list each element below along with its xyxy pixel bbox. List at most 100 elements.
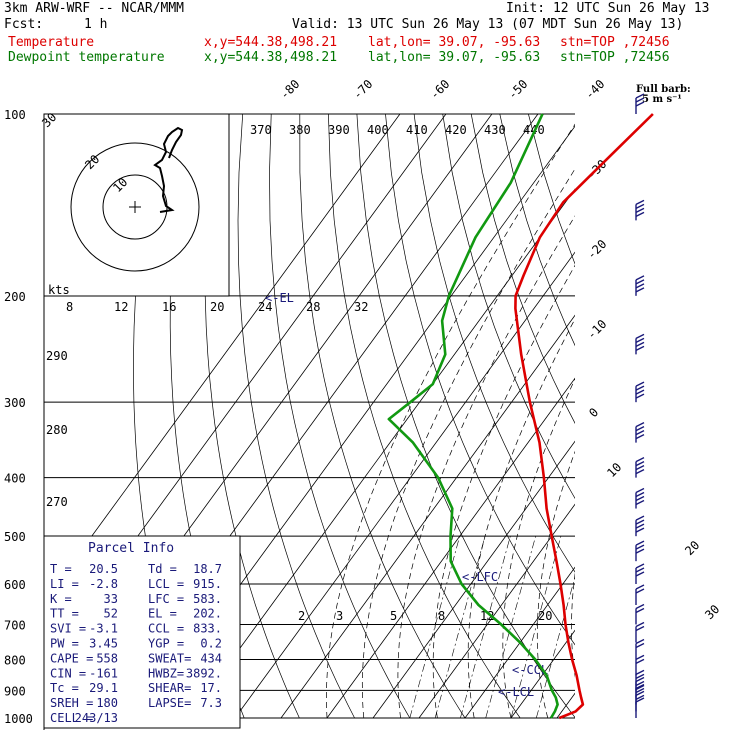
isotherm — [649, 114, 740, 718]
parcel-row-cell: Tc = — [50, 681, 79, 695]
parcel-row-cell: LAPSE= — [148, 696, 191, 710]
parcel-row-cell: LCL = — [148, 577, 184, 591]
upper-mixing-label: 20 — [210, 300, 224, 314]
temp-legend-xy: x,y=544.38,498.21 — [204, 35, 338, 50]
parcel-row-cell: 7.3 — [200, 696, 222, 710]
parcel-row-cell: 3892. — [186, 666, 222, 680]
dry-adiabat — [356, 114, 575, 719]
hodo-ring-20 — [70, 142, 200, 272]
parcel-row-cell: 180 — [96, 696, 118, 710]
pressure-tick-label: 200 — [4, 290, 26, 304]
parcel-row-cell: K = — [50, 592, 72, 606]
moist-adiabat — [639, 114, 740, 718]
parcel-row-cell: 833. — [193, 622, 222, 636]
wind-barb — [635, 457, 645, 478]
isotherm-label: 30 — [702, 602, 722, 622]
theta-e-label: 280 — [46, 423, 68, 437]
hodograph-trace — [153, 126, 184, 213]
parcel-row-cell: SREH = — [50, 696, 93, 710]
isotherm-label: -70 — [350, 77, 375, 102]
moist-adiabat — [432, 264, 575, 719]
dry-adiabat — [413, 114, 575, 573]
parcel-row-cell: 202. — [193, 607, 222, 621]
wind-barb — [635, 93, 645, 114]
parcel-row-cell: 915. — [193, 577, 222, 591]
dry-adiabat — [385, 114, 575, 646]
isotherm — [603, 114, 740, 718]
moist-adiabat — [326, 123, 575, 719]
dry-adiabat — [237, 114, 355, 719]
mixing-ratio-label: 5 — [390, 609, 397, 623]
parcel-row-cell: Td = — [148, 562, 177, 576]
pressure-tick-label: 400 — [4, 472, 26, 486]
parcel-row-cell: T = — [50, 562, 72, 576]
isotherm-label: -60 — [427, 77, 452, 102]
moist-adiabat — [467, 318, 575, 719]
parcel-row-cell: 583. — [193, 592, 222, 606]
fcst-label: Fcst: — [4, 17, 44, 32]
wind-barb — [635, 540, 645, 562]
mixing-ratio-label: 12 — [480, 609, 494, 623]
parcel-row-cell: 33 — [104, 592, 118, 606]
temp-legend-latlon: lat,lon= 39.07, -95.63 — [368, 35, 541, 50]
parcel-row-cell: LI = — [50, 577, 79, 591]
parcel-info-title: Parcel Info — [88, 541, 174, 556]
wind-barb — [635, 603, 645, 625]
isotherm — [464, 566, 575, 719]
parcel-row-cell: 243/13 — [75, 711, 118, 725]
theta-label: 430 — [484, 123, 506, 137]
moist-adiabat — [673, 114, 740, 718]
parcel-row-cell: SHEAR= — [148, 681, 191, 695]
mixing-ratio-label: 20 — [538, 609, 552, 623]
pressure-tick-label: 700 — [4, 618, 26, 632]
wind-barb — [635, 563, 645, 585]
model-title: 3km ARW-WRF -- NCAR/MMM — [4, 1, 185, 16]
moist-adiabat — [502, 378, 575, 719]
isotherm-label: -20 — [584, 237, 609, 262]
dry-adiabat — [204, 114, 300, 719]
theta-label: 420 — [445, 123, 467, 137]
moist-adiabat — [361, 168, 575, 719]
parcel-row-cell: -2.8 — [89, 577, 118, 591]
moist-adiabat — [606, 114, 740, 718]
parcel-row-cell: CIN = — [50, 666, 86, 680]
parcel-row-cell: -3.1 — [89, 622, 118, 636]
parcel-row-cell: 18.7 — [193, 562, 222, 576]
dry-adiabat — [269, 114, 411, 719]
isotherm-label: 0 — [586, 405, 601, 420]
moist-adiabat — [536, 450, 575, 719]
upper-mixing-label: 28 — [306, 300, 320, 314]
parcel-row-cell: HWBZ= — [148, 666, 184, 680]
parcel-row-cell: LFC = — [148, 592, 184, 606]
isotherm-label: 20 — [682, 538, 702, 558]
isotherm — [280, 314, 575, 719]
parcel-row-cell: 558 — [96, 651, 118, 665]
wind-barb — [635, 381, 645, 403]
theta-label: 400 — [367, 123, 389, 137]
dry-adiabat — [442, 114, 575, 499]
parcel-row-cell: SWEAT= — [148, 651, 191, 665]
wind-barb — [635, 584, 645, 605]
isotherm — [556, 692, 575, 719]
upper-mixing-label: 8 — [66, 300, 73, 314]
mixing-ratio-label: 3 — [336, 609, 343, 623]
wind-barb — [635, 654, 645, 676]
moist-adiabat — [397, 215, 575, 719]
parcel-row-cell: CELL = — [50, 711, 93, 725]
parcel-row-cell: CCL = — [148, 622, 184, 636]
theta-label: 390 — [328, 123, 350, 137]
upper-mixing-label: 16 — [162, 300, 176, 314]
wind-barb — [635, 421, 645, 443]
parcel-row-cell: 29.1 — [89, 681, 118, 695]
mixing-ratio-label: 2 — [298, 609, 305, 623]
wind-barb — [635, 515, 645, 537]
parcel-row-cell: 434 — [200, 651, 222, 665]
wind-barb — [635, 333, 645, 355]
temp-legend-name: Temperature — [8, 35, 95, 50]
hodo-units: kts — [48, 283, 70, 297]
isotherm — [44, 114, 401, 603]
wind-barb — [635, 199, 645, 221]
parcel-row-cell: 17. — [200, 681, 222, 695]
theta-label: 380 — [289, 123, 311, 137]
